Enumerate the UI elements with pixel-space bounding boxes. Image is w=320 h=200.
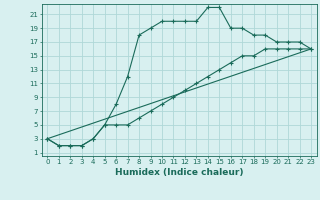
X-axis label: Humidex (Indice chaleur): Humidex (Indice chaleur): [115, 168, 244, 177]
